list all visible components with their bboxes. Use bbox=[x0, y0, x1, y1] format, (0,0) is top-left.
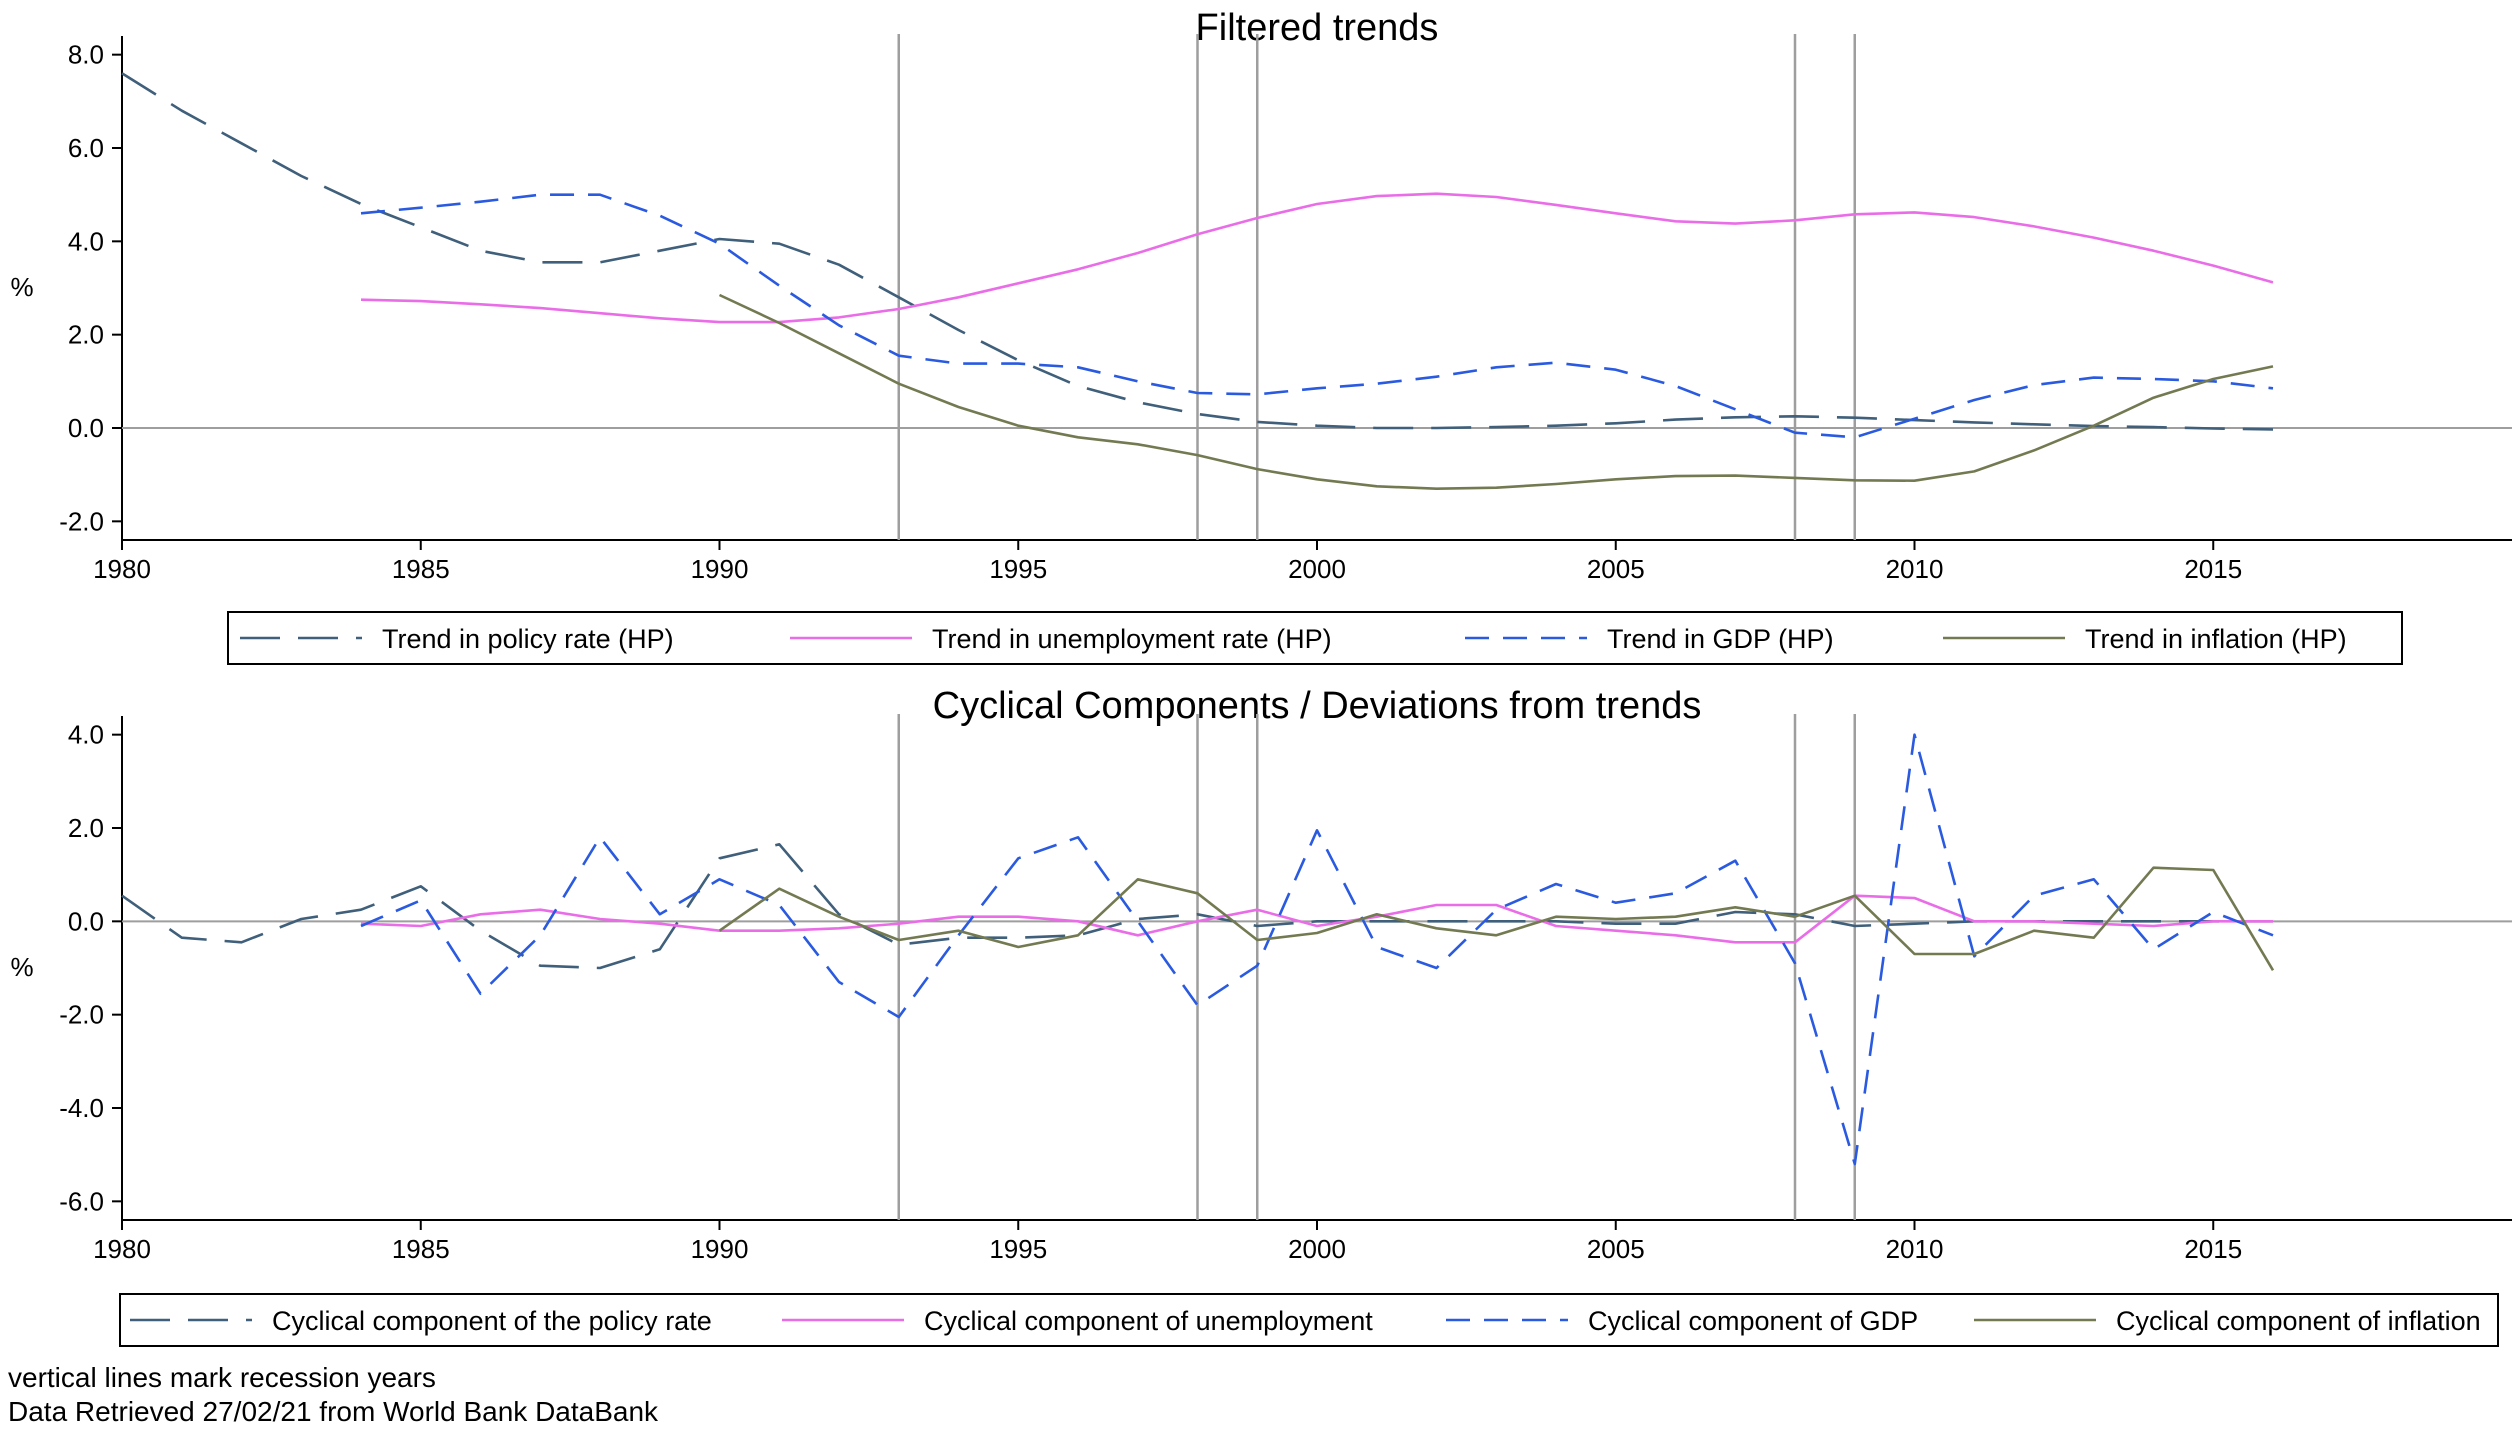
y-tick-label: 0.0 bbox=[68, 413, 104, 443]
source-note: Data Retrieved 27/02/21 from World Bank … bbox=[8, 1396, 659, 1427]
x-tick-label: 2015 bbox=[2184, 554, 2242, 584]
series-line-inflation bbox=[718, 866, 2275, 971]
x-tick-label: 1990 bbox=[691, 554, 749, 584]
y-tick-label: 8.0 bbox=[68, 40, 104, 70]
y-tick-label: 2.0 bbox=[68, 320, 104, 350]
y-tick-label: -2.0 bbox=[59, 1000, 104, 1030]
recession-note: vertical lines mark recession years bbox=[8, 1362, 436, 1393]
series-line-gdp bbox=[360, 733, 2274, 1166]
x-tick-label: 2010 bbox=[1886, 1234, 1944, 1264]
y-tick-label: 0.0 bbox=[68, 906, 104, 936]
legend-label: Trend in GDP (HP) bbox=[1607, 624, 1834, 654]
legend-label: Cyclical component of GDP bbox=[1588, 1306, 1918, 1336]
y-axis-label: % bbox=[10, 272, 33, 302]
x-tick-label: 1980 bbox=[93, 1234, 151, 1264]
x-tick-label: 1995 bbox=[989, 1234, 1047, 1264]
legend: Cyclical component of the policy rate Cyc… bbox=[119, 1293, 2499, 1347]
legend: Trend in policy rate (HP) Trend in unempl… bbox=[227, 611, 2403, 665]
series-line-policy bbox=[121, 72, 2274, 431]
x-tick-label: 2015 bbox=[2184, 1234, 2242, 1264]
x-tick-label: 2005 bbox=[1587, 554, 1645, 584]
y-tick-label: -4.0 bbox=[59, 1093, 104, 1123]
y-axis-label: % bbox=[10, 952, 33, 982]
y-tick-label: 6.0 bbox=[68, 133, 104, 163]
chart-panel-1: Filtered trends 8.0 6.0 4.0 2.0 0.0 -2.0% 1980 1… bbox=[10, 7, 2512, 665]
x-tick-label: 2005 bbox=[1587, 1234, 1645, 1264]
legend-label: Cyclical component of unemployment bbox=[924, 1306, 1373, 1336]
series-line-inflation bbox=[718, 293, 2274, 491]
chart-panel-2: Cyclical Components / Deviations from tr… bbox=[10, 685, 2512, 1347]
series-line-policy bbox=[121, 842, 2273, 970]
x-tick-label: 1985 bbox=[392, 1234, 450, 1264]
x-tick-label: 1985 bbox=[392, 554, 450, 584]
x-tick-label: 1980 bbox=[93, 554, 151, 584]
y-tick-label: -2.0 bbox=[59, 506, 104, 536]
chart-title: Cyclical Components / Deviations from tr… bbox=[933, 685, 1702, 727]
legend-label: Trend in unemployment rate (HP) bbox=[932, 624, 1332, 654]
x-tick-label: 1990 bbox=[691, 1234, 749, 1264]
x-tick-label: 2000 bbox=[1288, 554, 1346, 584]
legend-label: Trend in inflation (HP) bbox=[2085, 624, 2347, 654]
legend-label: Cyclical component of inflation bbox=[2116, 1306, 2481, 1336]
series-line-gdp bbox=[360, 193, 2274, 439]
y-tick-label: 4.0 bbox=[68, 720, 104, 750]
legend-box bbox=[119, 1293, 2499, 1347]
series-line-unemployment bbox=[360, 192, 2274, 324]
legend-label: Cyclical component of the policy rate bbox=[272, 1306, 712, 1336]
x-tick-label: 2010 bbox=[1886, 554, 1944, 584]
chart-title: Filtered trends bbox=[1196, 7, 1439, 49]
x-tick-label: 1995 bbox=[989, 554, 1047, 584]
x-tick-label: 2000 bbox=[1288, 1234, 1346, 1264]
y-tick-label: -6.0 bbox=[59, 1186, 104, 1216]
legend-label: Trend in policy rate (HP) bbox=[382, 624, 674, 654]
series-line-unemployment bbox=[360, 894, 2273, 944]
y-tick-label: 2.0 bbox=[68, 813, 104, 843]
y-tick-label: 4.0 bbox=[68, 226, 104, 256]
